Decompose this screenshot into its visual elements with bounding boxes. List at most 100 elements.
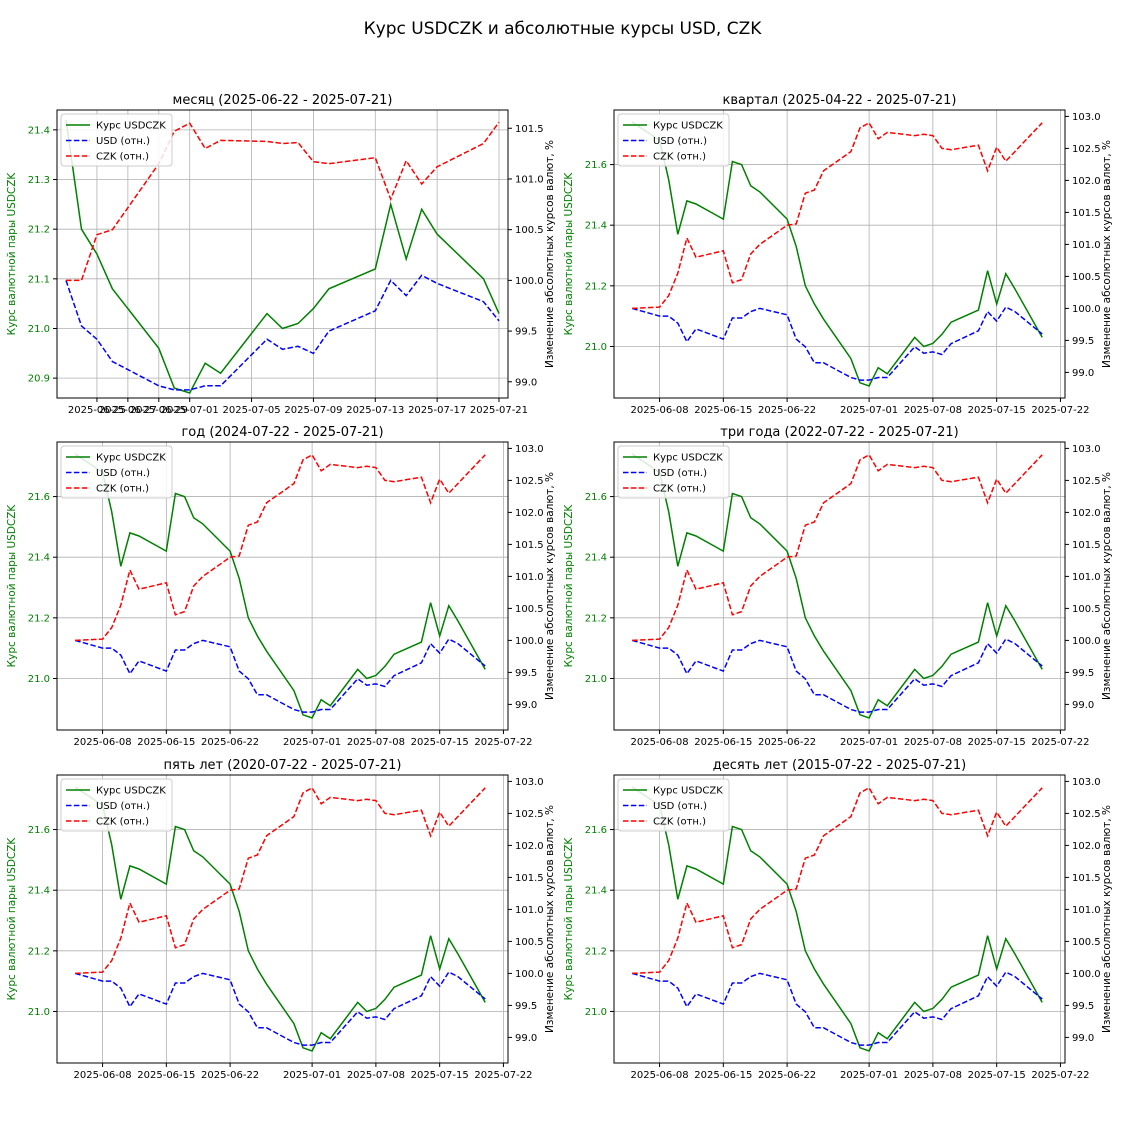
axes-frame [56, 774, 509, 1064]
legend-label: USD (отн.) [653, 136, 707, 147]
y-right-tick-label: 102.5 [1072, 809, 1101, 820]
legend: Курс USDCZK USD (отн.) CZK (отн.) [617, 113, 730, 167]
x-tick-label: 2025-07-01 [840, 1070, 898, 1081]
y-right-tick-label: 99.5 [1072, 1001, 1094, 1012]
y-right-tick-label: 100.5 [1072, 937, 1101, 948]
x-tick-label: 2025-07-05 [223, 405, 281, 416]
x-tick-label: 2025-07-08 [904, 737, 962, 748]
series-usdczk-line [65, 119, 500, 394]
y-left-axis-label: Курс валютной пары USDCZK [563, 837, 575, 1001]
y-right-tick-label: 102.0 [515, 841, 544, 852]
axes-frame [613, 109, 1066, 399]
y-right-axis-label: Изменение абсолютных курсов валют, % [1101, 472, 1113, 700]
y-left-tick-label: 21.0 [28, 324, 50, 335]
x-tick-label: 2025-07-08 [347, 1070, 405, 1081]
y-right-tick-label: 101.0 [1072, 240, 1101, 251]
series-usd-line [74, 971, 486, 1046]
y-right-tick-label: 100.5 [1072, 272, 1101, 283]
legend-box [617, 113, 730, 167]
legend-label: Курс USDCZK [653, 786, 723, 797]
y-right-tick-label: 101.5 [515, 873, 544, 884]
x-tick-label: 2025-06-27 [99, 405, 157, 416]
legend-label: Курс USDCZK [96, 121, 166, 132]
series-czk-line [632, 453, 1043, 642]
subplot-6: десять лет (2015-07-22 - 2025-07-21) 2025… [563, 758, 1113, 1081]
y-right-axis-label: Изменение абсолютных курсов валют, % [544, 472, 556, 700]
y-right-tick-label: 99.0 [1072, 700, 1094, 711]
series-usdczk-line [631, 786, 1043, 1052]
y-right-tick-label: 99.0 [515, 377, 537, 388]
y-left-tick-label: 21.0 [28, 1007, 50, 1018]
series-czk-line [75, 786, 486, 975]
x-tick-label: 2025-07-22 [474, 1070, 532, 1081]
series-usdczk-line [631, 121, 1043, 387]
y-left-tick-label: 21.2 [585, 281, 607, 292]
legend-box [60, 778, 173, 832]
legend-label: USD (отн.) [653, 801, 707, 812]
y-right-tick-label: 100.0 [1072, 636, 1101, 647]
y-right-tick-label: 102.0 [1072, 508, 1101, 519]
x-tick-label: 2025-07-15 [411, 1070, 469, 1081]
x-tick-label: 2025-07-01 [840, 737, 898, 748]
legend-label: USD (отн.) [96, 801, 150, 812]
x-tick-label: 2025-06-15 [694, 737, 752, 748]
y-right-axis-label: Изменение абсолютных курсов валют, % [544, 140, 556, 368]
x-tick-label: 2025-06-08 [630, 1070, 688, 1081]
y-right-tick-label: 99.5 [1072, 668, 1094, 679]
legend-box [617, 778, 730, 832]
y-right-tick-label: 99.0 [1072, 368, 1094, 379]
x-tick-label: 2025-07-22 [1031, 405, 1089, 416]
x-tick-label: 2025-07-15 [968, 1070, 1026, 1081]
y-left-tick-label: 21.2 [28, 225, 50, 236]
y-right-tick-label: 101.0 [1072, 905, 1101, 916]
x-tick-label: 2025-07-01 [161, 405, 219, 416]
y-left-tick-label: 21.0 [585, 1007, 607, 1018]
y-right-tick-label: 103.0 [1072, 112, 1101, 123]
legend-label: USD (отн.) [653, 468, 707, 479]
y-left-tick-label: 21.2 [585, 946, 607, 957]
y-left-axis-label: Курс валютной пары USDCZK [6, 837, 18, 1001]
y-right-tick-label: 100.5 [1072, 604, 1101, 615]
y-right-tick-label: 101.0 [515, 905, 544, 916]
y-right-tick-label: 100.0 [515, 276, 544, 287]
series-usd-line [631, 971, 1043, 1046]
legend: Курс USDCZK USD (отн.) CZK (отн.) [60, 113, 173, 167]
x-tick-label: 2025-07-22 [474, 737, 532, 748]
axes-frame [613, 774, 1066, 1064]
y-right-tick-label: 101.5 [1072, 208, 1101, 219]
subplot-title: год (2024-07-22 - 2025-07-21) [181, 425, 383, 440]
legend: Курс USDCZK USD (отн.) CZK (отн.) [60, 445, 173, 499]
y-right-tick-label: 100.5 [515, 937, 544, 948]
subplot-4: три года (2022-07-22 - 2025-07-21) 2025-0… [563, 425, 1113, 748]
x-tick-label: 2025-07-08 [904, 405, 962, 416]
x-tick-label: 2025-06-22 [758, 405, 816, 416]
x-tick-label: 2025-07-15 [411, 737, 469, 748]
y-right-axis-label: Изменение абсолютных курсов валют, % [1101, 140, 1113, 368]
x-tick-label: 2025-06-15 [137, 1070, 195, 1081]
subplot-title: десять лет (2015-07-22 - 2025-07-21) [713, 758, 967, 773]
y-right-tick-label: 99.5 [515, 327, 537, 338]
y-right-tick-label: 100.0 [1072, 304, 1101, 315]
x-tick-label: 2025-06-08 [630, 737, 688, 748]
x-tick-label: 2025-07-15 [968, 405, 1026, 416]
legend-label: USD (отн.) [96, 136, 150, 147]
y-right-tick-label: 101.5 [1072, 540, 1101, 551]
y-right-axis-label: Изменение абсолютных курсов валют, % [544, 805, 556, 1033]
y-left-tick-label: 21.3 [28, 175, 50, 186]
legend-box [60, 445, 173, 499]
series-czk-line [632, 121, 1043, 310]
series-usd-line [65, 274, 500, 391]
x-tick-label: 2025-07-08 [904, 1070, 962, 1081]
y-right-tick-label: 102.5 [1072, 476, 1101, 487]
y-right-tick-label: 99.5 [515, 1001, 537, 1012]
y-right-tick-label: 99.0 [515, 700, 537, 711]
series-usdczk-line [74, 786, 486, 1052]
x-tick-label: 2025-06-22 [201, 737, 259, 748]
legend-label: USD (отн.) [96, 468, 150, 479]
y-right-tick-label: 99.5 [1072, 336, 1094, 347]
y-right-tick-label: 101.0 [1072, 572, 1101, 583]
x-tick-label: 2025-07-01 [283, 1070, 341, 1081]
x-tick-label: 2025-06-22 [201, 1070, 259, 1081]
y-right-tick-label: 102.0 [1072, 176, 1101, 187]
y-left-tick-label: 21.0 [28, 674, 50, 685]
